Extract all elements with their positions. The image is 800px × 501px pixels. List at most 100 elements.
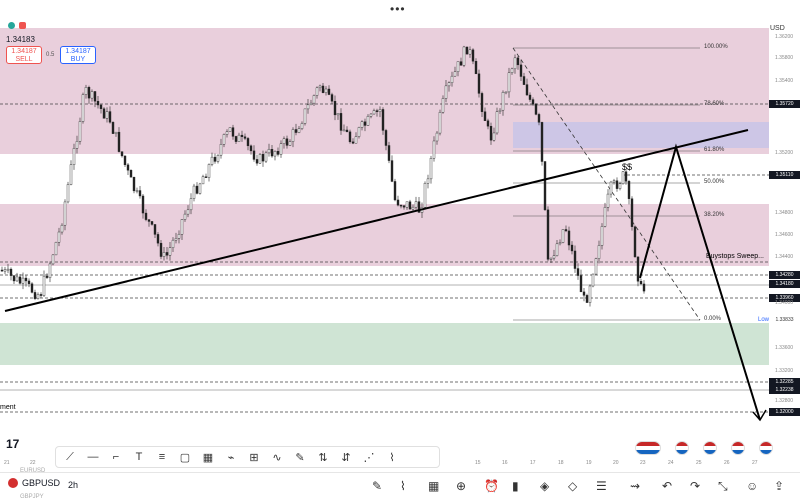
tradingview-logo: 17 (6, 437, 20, 451)
fib-icon[interactable]: ≡ (158, 451, 166, 463)
short-position-icon[interactable]: ⇵ (341, 451, 351, 464)
event-flag-icon[interactable] (635, 441, 661, 455)
candle-body (228, 127, 232, 132)
projection-path[interactable] (639, 143, 761, 421)
candle-body (102, 108, 106, 119)
settings-icon[interactable]: ☰ (596, 479, 607, 493)
more-menu-icon[interactable]: ••• (390, 2, 406, 16)
text-icon[interactable]: T (135, 451, 143, 463)
candle-body (237, 134, 241, 142)
candle-body (600, 226, 604, 246)
event-flag-icon[interactable] (703, 441, 717, 455)
fib-level-label: 100.00% (704, 44, 728, 50)
price-axis-label: 1.34600 (775, 232, 794, 238)
long-position-icon[interactable]: ⇅ (318, 451, 328, 464)
candle-body (381, 109, 385, 131)
candle-body (459, 61, 463, 66)
candle-body (327, 88, 331, 95)
event-flag-icon[interactable] (675, 441, 689, 455)
horizontal-line-icon[interactable]: — (87, 451, 99, 463)
undo-icon[interactable]: ↶ (662, 479, 673, 493)
buy-button[interactable]: 1.34187 BUY (60, 46, 96, 64)
candle-body (39, 294, 43, 296)
event-flag-icon[interactable] (731, 441, 745, 455)
price-axis-label: 1.35800 (775, 55, 794, 61)
candle-body (486, 120, 490, 127)
object-tree-icon[interactable]: ◈ (540, 479, 550, 493)
candle-body (636, 256, 640, 282)
top-bar: ••• (0, 0, 800, 20)
callout-icon[interactable]: ⌐ (112, 451, 120, 463)
candle-body (585, 295, 589, 303)
candle-body (180, 219, 184, 235)
solid-levels (0, 284, 769, 391)
candle-body (492, 132, 496, 141)
candle-body (54, 242, 58, 256)
rectangle-icon[interactable]: ▢ (179, 451, 191, 464)
brush-icon[interactable]: ⌁ (227, 451, 235, 464)
layers-icon[interactable]: ◇ (568, 479, 578, 493)
fib-level-label: 38.20% (704, 212, 725, 218)
candle-body (588, 285, 592, 303)
replay-icon[interactable]: ⇝ (630, 479, 641, 493)
candle-body (207, 164, 211, 178)
price-axis-label: 1.35200 (775, 150, 794, 156)
candle-body (231, 127, 235, 137)
sell-price: 1.34187 (11, 48, 37, 55)
candle-body (0, 269, 4, 272)
share-icon[interactable]: ⇪ (774, 479, 785, 493)
fullscreen-icon[interactable]: ⤡ (718, 479, 728, 493)
candle-body (294, 129, 298, 133)
candle-body (9, 268, 13, 276)
candle-body (606, 193, 610, 208)
symbol-selector[interactable]: GBPUSD (8, 478, 60, 488)
candle-body (429, 157, 433, 180)
trendline[interactable] (4, 129, 749, 312)
timeframe-selector[interactable]: 2h (68, 480, 79, 490)
account-icon[interactable]: ☺ (746, 479, 759, 493)
draw-icon[interactable]: ✎ (372, 479, 383, 493)
chart-type-icon[interactable]: ▮ (512, 479, 519, 493)
candle-body (141, 195, 145, 214)
date-axis-label: 16 (502, 460, 508, 466)
measure-icon[interactable]: ⊞ (249, 451, 259, 464)
event-flag-icon[interactable] (759, 441, 773, 455)
candle-body (564, 229, 568, 232)
compare-icon[interactable]: ⊕ (456, 479, 467, 493)
candle-body (471, 49, 475, 62)
candle-body (378, 109, 382, 112)
candle-body (120, 151, 124, 157)
symbol-status (8, 22, 26, 29)
indicators-icon[interactable]: ⌇ (400, 479, 406, 493)
trendline-icon[interactable]: ⟋ (66, 450, 74, 463)
fib-level-label: 78.60% (704, 101, 725, 107)
alert-icon[interactable]: ⏰ (484, 479, 499, 493)
candle-body (72, 148, 76, 165)
candle-body (276, 150, 280, 155)
node-icon[interactable]: ⋰ (363, 451, 375, 464)
candle-body (354, 136, 358, 144)
candle-body (516, 57, 520, 66)
redo-icon[interactable]: ↷ (690, 479, 701, 493)
market-open-icon (8, 22, 15, 29)
date-axis-label: 18 (558, 460, 564, 466)
candle-body (372, 110, 376, 115)
candle-body (513, 57, 517, 70)
candle-body (483, 111, 487, 121)
candle-body (129, 170, 133, 178)
sell-button[interactable]: 1.34187 SELL (6, 46, 42, 64)
path-icon[interactable]: ∿ (272, 451, 282, 464)
candle-body (261, 154, 265, 162)
layout-icon[interactable]: ▦ (428, 479, 440, 493)
grid-icon[interactable]: ▦ (202, 451, 214, 464)
candle-body (69, 164, 73, 185)
magnet-icon[interactable]: ⌇ (389, 451, 395, 464)
candle-body (93, 91, 97, 102)
candle-body (45, 275, 49, 278)
currency-label[interactable]: USD (770, 25, 785, 32)
candle-body (330, 94, 334, 102)
pen-icon[interactable]: ✎ (295, 451, 305, 464)
candle-body (183, 213, 187, 220)
candle-body (90, 91, 94, 99)
